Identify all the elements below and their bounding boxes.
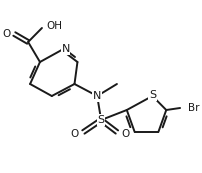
Text: S: S	[149, 90, 156, 100]
Text: N: N	[93, 91, 101, 101]
Text: S: S	[98, 115, 105, 125]
Text: N: N	[61, 44, 70, 54]
Text: O: O	[70, 129, 78, 139]
Text: Br: Br	[188, 103, 199, 113]
Text: OH: OH	[47, 21, 63, 31]
Text: O: O	[2, 29, 10, 39]
Text: O: O	[122, 129, 130, 139]
